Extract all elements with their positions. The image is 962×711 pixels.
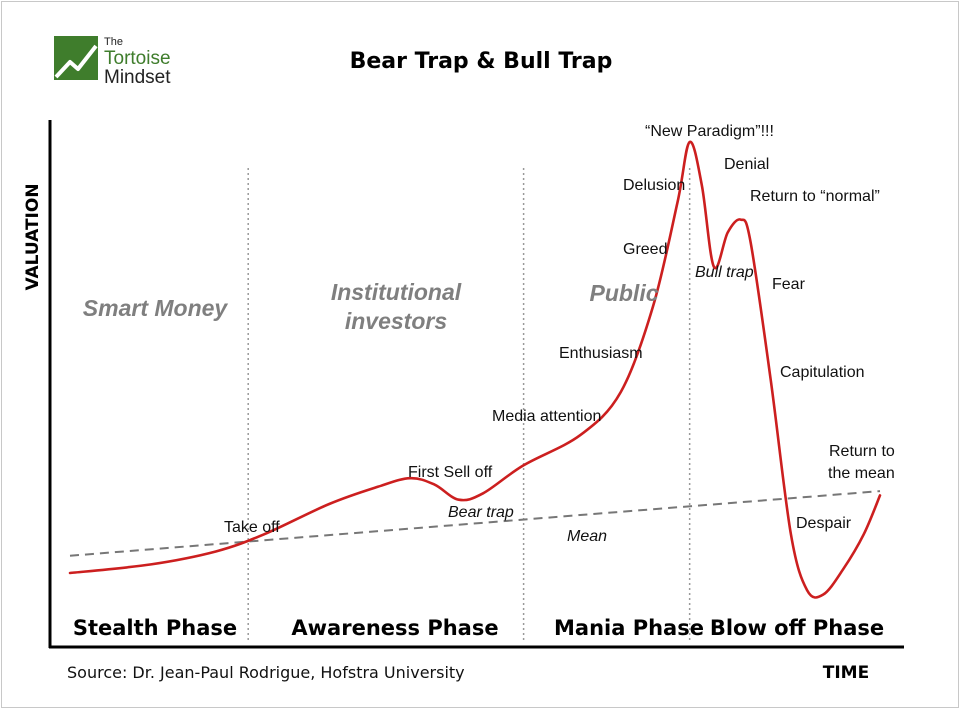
series-mean-line <box>69 490 881 557</box>
group-smart-money: Smart Money <box>83 295 229 321</box>
annotation-fear: Fear <box>772 276 806 293</box>
series-valuation-curve <box>68 140 882 599</box>
phase-blow-off: Blow off Phase <box>710 616 884 640</box>
annotation-return-to-mean-line1: Return to <box>829 443 895 460</box>
annotation-return-to-mean-line2: the mean <box>828 465 895 482</box>
annotation-first-sell-off: First Sell off <box>408 464 493 481</box>
y-axis-label: VALUATION <box>23 183 43 290</box>
annotation-bear-trap: Bear trap <box>448 504 514 521</box>
annotation-despair: Despair <box>796 515 852 532</box>
phase-stealth: Stealth Phase <box>73 616 237 640</box>
group-institutional-line1: Institutional <box>331 279 462 305</box>
group-public: Public <box>589 280 658 306</box>
annotation-greed: Greed <box>623 241 667 258</box>
annotation-capitulation: Capitulation <box>780 364 865 381</box>
annotation-bull-trap: Bull trap <box>695 264 754 281</box>
annotation-mean: Mean <box>567 528 607 545</box>
annotation-media-attention: Media attention <box>492 408 601 425</box>
group-institutional-line2: investors <box>345 308 447 334</box>
logo-chart-line-icon <box>54 44 98 79</box>
annotation-enthusiasm: Enthusiasm <box>559 345 643 362</box>
logo: The Tortoise Mindset <box>54 36 171 88</box>
annotation-new-paradigm: “New Paradigm”!!! <box>645 123 774 140</box>
chart-title: Bear Trap & Bull Trap <box>350 49 613 74</box>
phase-awareness: Awareness Phase <box>291 616 498 640</box>
annotation-denial: Denial <box>724 156 769 173</box>
x-axis-label: TIME <box>823 663 869 683</box>
logo-the: The <box>104 36 123 48</box>
phase-mania: Mania Phase <box>554 616 704 640</box>
annotation-return-to-normal: Return to “normal” <box>750 188 880 205</box>
source-note: Source: Dr. Jean-Paul Rodrigue, Hofstra … <box>67 663 465 682</box>
annotation-take-off: Take off <box>224 519 280 536</box>
logo-mindset: Mindset <box>104 67 171 88</box>
logo-tortoise: Tortoise <box>104 48 171 69</box>
annotation-delusion: Delusion <box>623 177 685 194</box>
